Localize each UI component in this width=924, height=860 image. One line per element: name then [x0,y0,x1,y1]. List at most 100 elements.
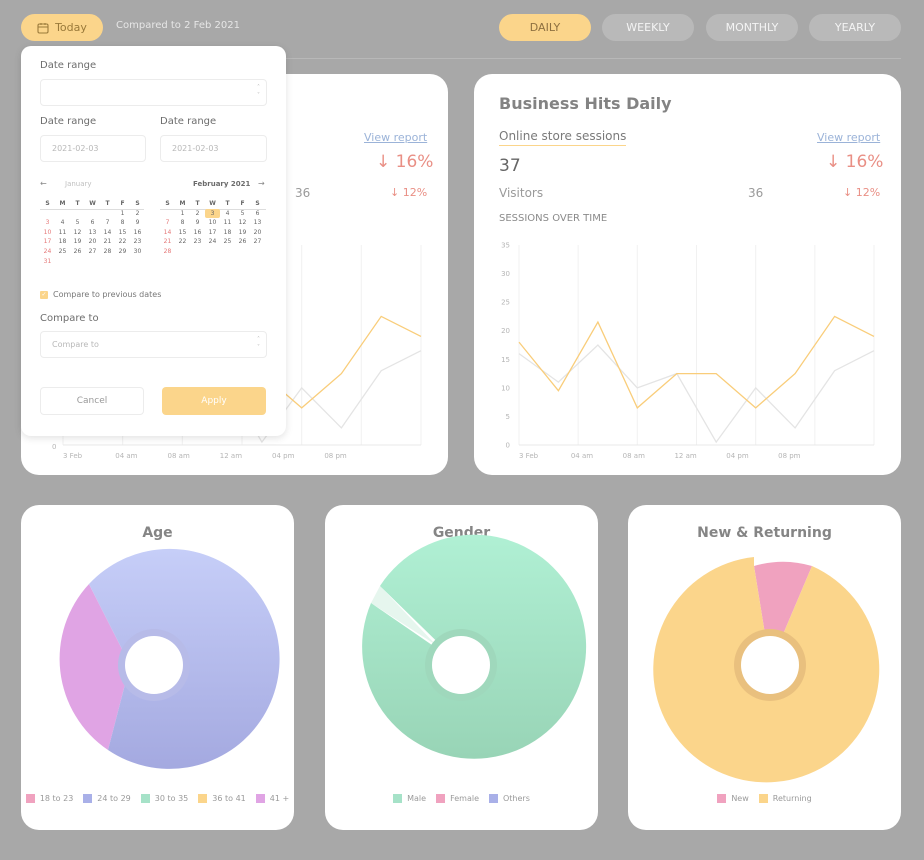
calendar-day[interactable]: 27 [88,247,97,255]
compare-checkbox-row[interactable]: ✓ Compare to previous dates [40,290,161,299]
calendar-day[interactable]: 1 [120,209,125,217]
calendar-day[interactable]: 11 [223,219,232,227]
calendar-day[interactable]: 22 [118,238,127,246]
x-tick-label: 12 am [220,452,242,460]
calendar-day[interactable]: 15 [118,228,127,236]
calendar-day[interactable]: 13 [88,228,97,236]
calendar-day[interactable]: 4 [60,219,65,227]
stepper-icon: ˄ ˅ [257,84,260,99]
calendar-day[interactable]: 2 [135,209,140,217]
calendar-day[interactable]: 27 [253,238,262,246]
checkbox-checked-icon[interactable]: ✓ [40,290,48,299]
tab-weekly[interactable]: WEEKLY [602,14,694,41]
calendar-day[interactable]: 11 [58,228,67,236]
y-tick-label: 20 [501,327,510,335]
weekday-label: S [45,200,50,207]
calendar-day[interactable]: 5 [240,209,245,217]
calendar-day[interactable]: 20 [88,238,97,246]
legend-label: Returning [772,794,812,803]
tab-daily[interactable]: DAILY [499,14,591,41]
calendar-day[interactable]: 13 [253,219,262,227]
calendar-day[interactable]: 31 [43,257,52,265]
calendar-day[interactable]: 18 [58,238,67,246]
calendar-day[interactable]: 30 [133,247,142,255]
calendar-day[interactable]: 25 [58,247,67,255]
calendar-day[interactable]: 19 [73,238,82,246]
calendar-day[interactable]: 7 [105,219,110,227]
calendar-day[interactable]: 23 [193,238,202,246]
arrow-down-icon: ↓ [390,186,403,199]
calendar-day[interactable]: 2 [195,209,200,217]
calendar-day[interactable]: 23 [133,238,142,246]
prev-month-icon[interactable]: ← [40,179,47,188]
calendar-divider [40,209,144,210]
calendar-day[interactable]: 4 [225,209,230,217]
calendar-day[interactable]: 24 [208,238,217,246]
calendar-day[interactable]: 9 [135,219,140,227]
legend-label: Male [407,794,427,803]
calendar-day[interactable]: 6 [255,209,260,217]
calendar-day[interactable]: 12 [238,219,247,227]
calendar-day[interactable]: 19 [238,228,247,236]
calendar-day[interactable]: 25 [223,238,232,246]
left-view-report-link[interactable]: View report [364,131,428,144]
x-tick-label: 3 Feb [519,452,539,460]
tab-monthly[interactable]: MONTHLY [706,14,798,41]
legend-label: 36 to 41 [212,794,246,803]
view-report-link[interactable]: View report [817,131,881,144]
online-store-sessions-label: Online store sessions [499,129,627,146]
calendar-empty [40,209,55,219]
pie-hole [125,636,183,694]
card-title: Business Hits Daily [499,94,672,113]
calendar-day[interactable]: 14 [163,228,172,236]
cancel-button[interactable]: Cancel [40,387,144,415]
visitors-change-value: 12% [855,186,881,199]
apply-button[interactable]: Apply [162,387,266,415]
today-button[interactable]: Today [21,14,103,41]
next-month-icon[interactable]: → [258,179,265,188]
calendar-day[interactable]: 21 [163,238,172,246]
calendar-day[interactable]: 12 [73,228,82,236]
calendar-day[interactable]: 7 [165,219,170,227]
compare-to-select[interactable]: Compare to ˄ ˅ [40,331,267,358]
calendar-day[interactable]: 29 [118,247,127,255]
calendar-day[interactable]: 15 [178,228,187,236]
calendar-day[interactable]: 10 [43,228,52,236]
calendar-day[interactable]: 5 [75,219,80,227]
calendar-empty [100,209,115,219]
calendar-day[interactable]: 14 [103,228,112,236]
calendar-day[interactable]: 8 [180,219,185,227]
to-date-input[interactable]: 2021-02-03 [160,135,267,162]
weekday-label: F [240,200,245,207]
calendar-day[interactable]: 3 [45,219,50,227]
tab-yearly[interactable]: YEARLY [809,14,901,41]
calendar-day[interactable]: 9 [195,219,200,227]
from-date-input[interactable]: 2021-02-03 [40,135,146,162]
calendar-day[interactable]: 6 [90,219,95,227]
series-line [518,315,875,409]
calendar-day[interactable]: 21 [103,238,112,246]
calendar-day[interactable]: 28 [163,247,172,255]
sessions-value: 37 [499,156,521,176]
calendar-day[interactable]: 16 [133,228,142,236]
calendar-day[interactable]: 3 [205,208,220,219]
calendar-day[interactable]: 17 [208,228,217,236]
date-range-select[interactable]: ˄ ˅ [40,79,267,106]
top-bar: Today Compared to 2 Feb 2021 DAILY WEEKL… [0,0,924,58]
calendar-day[interactable]: 24 [43,247,52,255]
calendar-day[interactable]: 10 [208,219,217,227]
calendar-day[interactable]: 16 [193,228,202,236]
calendar-day[interactable]: 26 [73,247,82,255]
x-tick-label: 04 am [571,452,593,460]
calendar-day[interactable]: 1 [180,209,185,217]
calendar-day[interactable]: 18 [223,228,232,236]
calendar-day[interactable]: 17 [43,238,52,246]
calendar-day[interactable]: 20 [253,228,262,236]
weekday-label: W [209,200,216,207]
calendar-day[interactable]: 28 [103,247,112,255]
calendar-day[interactable]: 8 [120,219,125,227]
legend-swatch [83,794,93,803]
arrow-down-icon: ↓ [376,152,396,172]
calendar-day[interactable]: 22 [178,238,187,246]
calendar-day[interactable]: 26 [238,238,247,246]
